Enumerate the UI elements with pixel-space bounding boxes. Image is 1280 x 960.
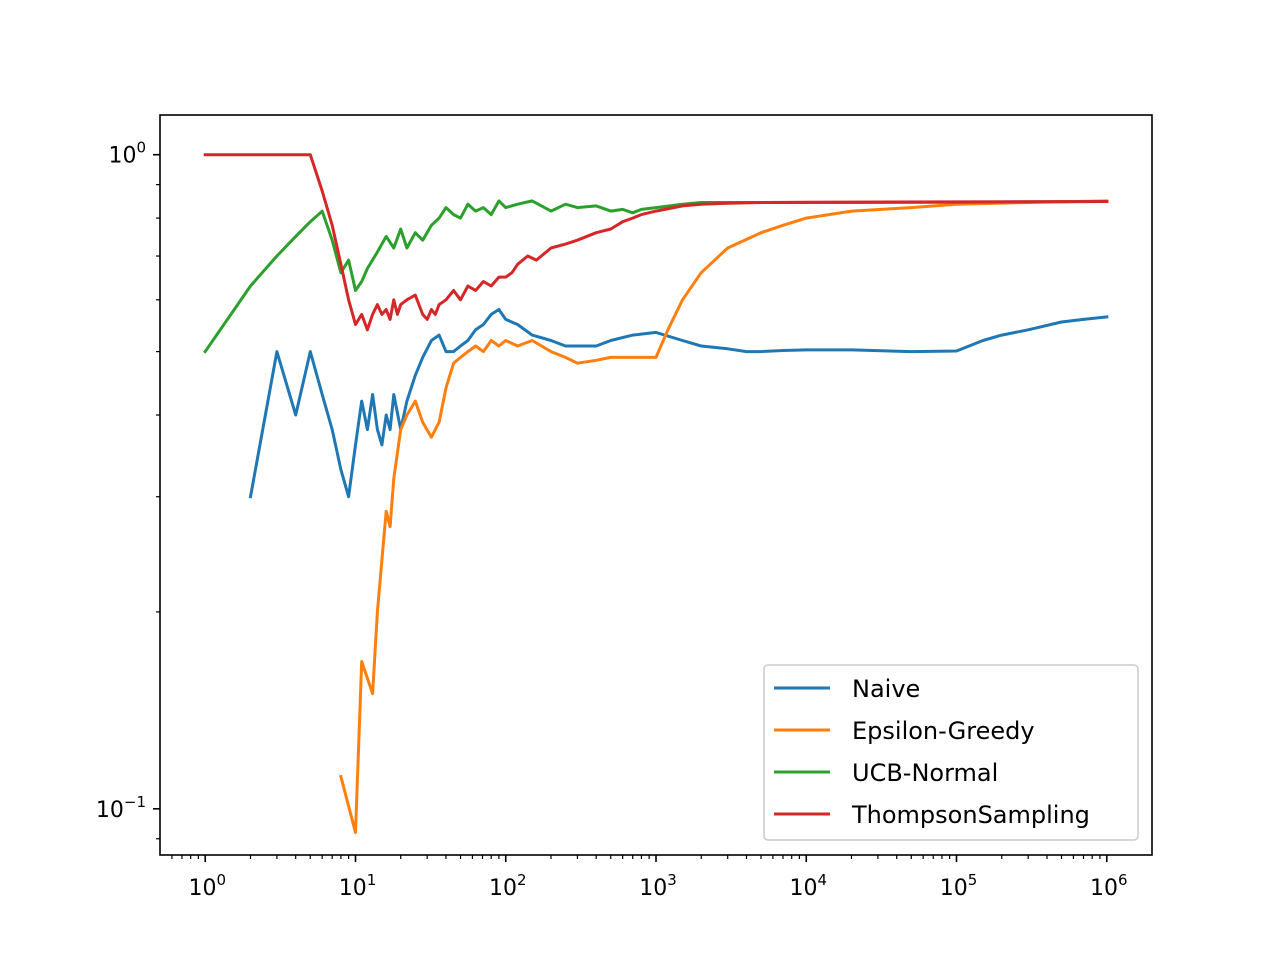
legend-label-0: Naive: [852, 675, 920, 703]
x-tick-label: 103: [639, 871, 677, 901]
legend-box: [763, 664, 1139, 841]
y-tick-label: 10−1: [96, 793, 146, 823]
series-line-0: [248, 308, 1109, 499]
series-layer: [203, 153, 1109, 834]
series-line-2: [203, 199, 1109, 354]
legend: Naive Epsilon-Greedy UCB-Normal ThompsonSam…: [763, 664, 1139, 841]
x-tick-label: 101: [339, 871, 377, 901]
legend-label-3: ThompsonSampling: [851, 801, 1090, 829]
series-line-3: [203, 153, 1109, 332]
x-tick-label: 105: [940, 871, 978, 901]
x-tick-label: 100: [188, 871, 226, 901]
series-line-1: [339, 199, 1109, 834]
axes-layer: 100 101 102 103 104 105 106 100 10−1: [96, 114, 1153, 901]
legend-label-1: Epsilon-Greedy: [852, 717, 1035, 745]
x-tick-label: 106: [1090, 871, 1128, 901]
legend-label-2: UCB-Normal: [852, 759, 998, 787]
x-tick-label: 102: [489, 871, 527, 901]
x-tick-label: 104: [789, 871, 827, 901]
y-tick-label: 100: [108, 139, 146, 169]
